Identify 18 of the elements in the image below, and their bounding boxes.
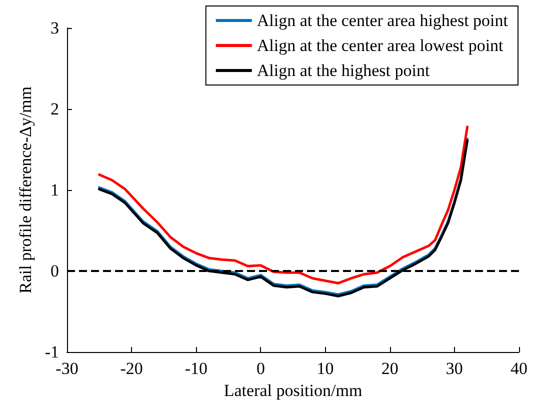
y-tick-label: 2 [50, 100, 59, 118]
y-tick-label: 0 [50, 262, 59, 280]
legend-label: Align at the highest point [256, 61, 430, 80]
x-tick-label: -20 [120, 359, 143, 378]
x-tick-label: 10 [316, 359, 334, 378]
x-tick-label: 0 [256, 359, 265, 378]
x-tick-label: -10 [184, 359, 208, 378]
y-tick-label: 1 [50, 180, 59, 200]
legend-label: Align at the center area lowest point [256, 36, 504, 55]
x-tick-label: 30 [446, 359, 463, 378]
x-tick-label: -30 [56, 359, 78, 378]
y-axis-title: Rail profile difference-Δy/mm [16, 86, 35, 294]
y-tick-label: -1 [44, 342, 59, 362]
x-tick-label: 20 [381, 359, 398, 378]
y-tick-label: 3 [50, 18, 59, 38]
x-axis-title: Lateral position/mm [224, 381, 362, 400]
legend-label: Align at the center area highest point [256, 11, 508, 30]
x-tick-label: 40 [510, 359, 528, 378]
